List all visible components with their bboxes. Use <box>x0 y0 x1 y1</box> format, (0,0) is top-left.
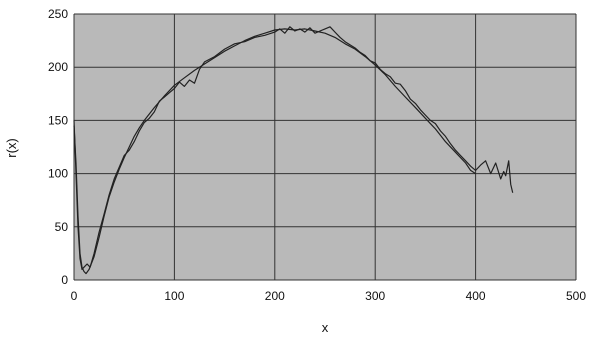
x-tick-label: 300 <box>365 289 385 303</box>
x-axis-title: x <box>322 320 329 335</box>
x-tick-label: 100 <box>164 289 184 303</box>
y-tick-label: 200 <box>48 60 68 74</box>
y-tick-label: 0 <box>61 273 68 287</box>
series-layer <box>73 26 514 275</box>
x-tick-label: 500 <box>566 289 586 303</box>
series-line-1 <box>73 28 476 275</box>
y-tick-label: 100 <box>48 167 68 181</box>
tick-layer: 0 50 100 150 200 250 0 100 200 300 400 500 <box>48 7 586 303</box>
x-tick-label: 0 <box>71 289 78 303</box>
y-tick-label: 150 <box>48 113 68 127</box>
y-tick-label: 50 <box>55 220 69 234</box>
grid-layer <box>73 13 577 281</box>
series-line-2 <box>73 26 514 270</box>
y-axis-title: r(x) <box>4 138 19 158</box>
x-tick-label: 200 <box>265 289 285 303</box>
x-tick-label: 400 <box>466 289 486 303</box>
plot-area <box>74 14 576 280</box>
y-tick-label: 250 <box>48 7 68 21</box>
